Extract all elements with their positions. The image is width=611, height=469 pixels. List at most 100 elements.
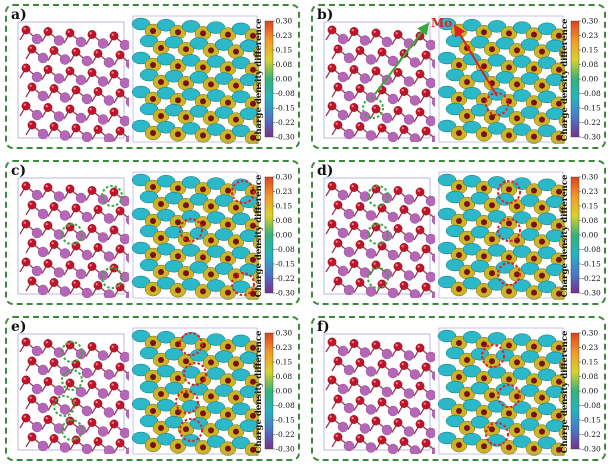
metal-atom xyxy=(31,345,43,357)
panel-a: a) Charge density difference 0.30 0.23 0.15 0… xyxy=(5,4,300,149)
yellow-lobe xyxy=(558,201,565,216)
yellow-lobe xyxy=(252,113,259,128)
metal-atom xyxy=(75,192,87,204)
metal-atom xyxy=(409,289,421,298)
colorbar-tick-label: 0.23 xyxy=(276,187,293,196)
mo-highlight-circle xyxy=(367,185,389,207)
oxygen-atom xyxy=(399,281,409,290)
cyan-lobe xyxy=(139,190,159,204)
colorbar-tick-label: 0.30 xyxy=(582,18,599,26)
metal-atom xyxy=(119,77,129,89)
colorbar-tick-label: 0.15 xyxy=(276,46,293,55)
colorbar-tick-label: 0.30 xyxy=(582,330,599,338)
mo-highlight-circle xyxy=(101,185,123,207)
cyan-lobe xyxy=(139,346,159,360)
oxygen-atom xyxy=(93,243,103,252)
cyan-lobe xyxy=(470,69,490,83)
cyan-lobe xyxy=(189,105,209,118)
cyan-lobe xyxy=(156,330,176,344)
cyan-lobe xyxy=(437,329,457,343)
colorbar-tick-label: 0.08 xyxy=(276,60,293,69)
metal-atom xyxy=(59,54,71,65)
metal-atom xyxy=(425,271,435,283)
oxygen-atom xyxy=(393,380,403,389)
cyan-lobe xyxy=(537,178,557,192)
metal-atom xyxy=(31,421,43,433)
metal-atom xyxy=(337,227,349,239)
colorbar-tick-label: -0.08 xyxy=(276,401,295,410)
oxygen-atom xyxy=(87,224,97,233)
cyan-lobe xyxy=(131,431,151,445)
cyan-lobe xyxy=(231,22,251,36)
colorbar-tick-label: 0.15 xyxy=(582,358,599,367)
oxygen-atom xyxy=(393,224,403,233)
oxygen-atom xyxy=(109,69,119,79)
cyan-lobe xyxy=(231,246,251,260)
oxygen-atom xyxy=(333,200,343,210)
charge-density-map xyxy=(131,171,259,300)
colorbar-tick-label: 0.08 xyxy=(582,216,599,225)
cyan-lobe xyxy=(537,368,557,382)
metal-atom xyxy=(81,405,93,417)
metal-atom xyxy=(425,39,435,51)
metal-atom xyxy=(81,55,93,67)
oxygen-atom xyxy=(371,260,381,270)
oxygen-atom xyxy=(71,85,81,95)
oxygen-atom xyxy=(421,206,431,216)
yellow-lobe xyxy=(558,45,565,60)
metal-atom xyxy=(81,211,93,223)
mo-highlight-circle xyxy=(61,341,83,363)
cyan-lobe xyxy=(156,208,176,222)
metal-atom xyxy=(119,427,129,439)
metal-atom xyxy=(409,213,421,224)
oxygen-atom xyxy=(421,244,431,254)
oxygen-atom xyxy=(65,28,75,38)
cyan-lobe xyxy=(445,68,465,82)
metal-atom xyxy=(381,112,393,124)
metal-atom xyxy=(337,33,349,45)
metal-atom xyxy=(103,95,115,106)
cyan-lobe xyxy=(545,195,565,209)
metal-atom xyxy=(409,407,421,418)
cyan-lobe xyxy=(437,119,457,133)
cyan-lobe xyxy=(139,258,159,272)
panel-f: f) Charge density difference 0.30 0.23 0.15 0… xyxy=(311,316,606,461)
oxygen-atom xyxy=(65,260,75,270)
oxygen-atom xyxy=(27,432,37,442)
metal-atom xyxy=(125,97,129,107)
metal-atom xyxy=(59,130,71,141)
oxygen-atom xyxy=(43,259,53,268)
metal-atom xyxy=(103,57,115,68)
cyan-lobe xyxy=(470,35,490,49)
oxygen-atom xyxy=(27,120,37,130)
metal-atom xyxy=(431,59,435,69)
yellow-lobe xyxy=(252,79,259,94)
metal-atom xyxy=(431,253,435,263)
oxygen-atom xyxy=(21,219,31,229)
metal-atom xyxy=(97,426,109,437)
metal-atom xyxy=(59,248,71,259)
charge-highlight-circle xyxy=(497,384,521,408)
cyan-lobe xyxy=(131,51,151,65)
metal-atom xyxy=(409,251,421,262)
metal-atom xyxy=(343,284,355,296)
cyan-lobe xyxy=(181,366,201,379)
cyan-lobe xyxy=(462,242,482,256)
oxygen-atom xyxy=(371,378,381,388)
oxygen-atom xyxy=(327,219,337,229)
yellow-lobe xyxy=(558,79,565,94)
oxygen-atom xyxy=(43,65,53,74)
oxygen-atom xyxy=(109,343,119,353)
metal-atom xyxy=(431,371,435,381)
metal-atom xyxy=(75,268,87,280)
cyan-lobe xyxy=(156,432,176,446)
colorbar-tick-label: -0.30 xyxy=(276,445,295,454)
oxygen-atom xyxy=(49,202,59,211)
cyan-lobe xyxy=(520,38,540,51)
oxygen-atom xyxy=(43,183,53,192)
cyan-lobe xyxy=(181,400,201,413)
cyan-lobe xyxy=(131,119,151,133)
colorbar-tick-label: -0.08 xyxy=(582,401,601,410)
oxygen-atom xyxy=(421,362,431,372)
metal-atom xyxy=(31,227,43,239)
